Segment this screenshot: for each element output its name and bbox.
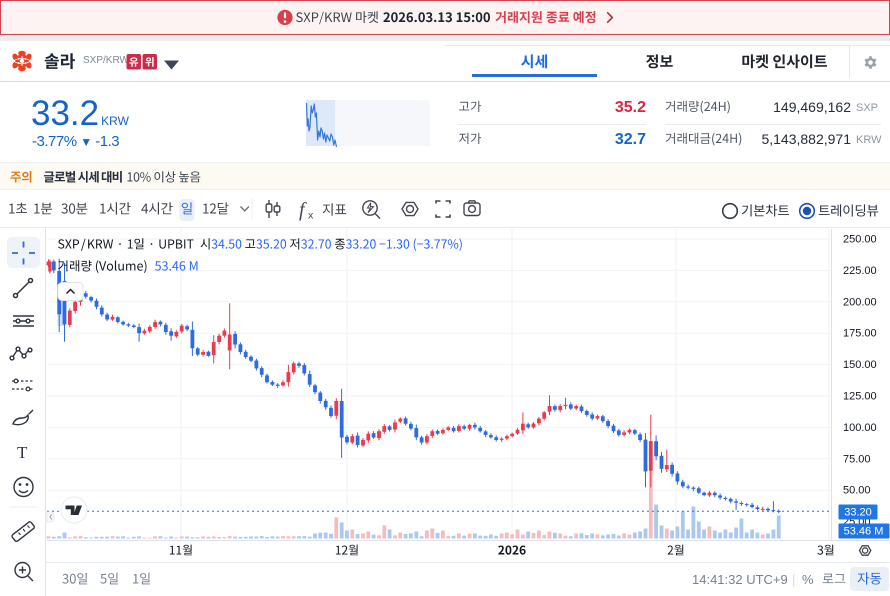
svg-text:225.00: 225.00 — [843, 265, 877, 277]
svg-text:75.00: 75.00 — [843, 453, 871, 465]
svg-text:T: T — [17, 443, 28, 462]
svg-text:f: f — [299, 199, 307, 221]
svg-text:175.00: 175.00 — [843, 328, 877, 340]
svg-text:53.46 M: 53.46 M — [844, 526, 884, 538]
svg-text:250.00: 250.00 — [843, 234, 877, 246]
svg-text:200.00: 200.00 — [843, 296, 877, 308]
svg-text:100.00: 100.00 — [843, 422, 877, 434]
svg-text:50.00: 50.00 — [843, 485, 871, 497]
svg-text:x: x — [308, 210, 314, 222]
svg-text:125.00: 125.00 — [843, 391, 877, 403]
svg-text:33.20: 33.20 — [844, 507, 872, 519]
svg-text:150.00: 150.00 — [843, 359, 877, 371]
